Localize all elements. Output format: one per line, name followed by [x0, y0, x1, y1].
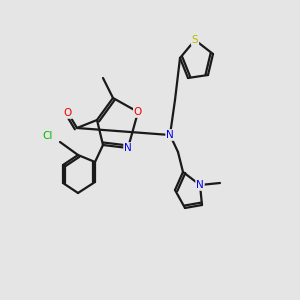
Text: Cl: Cl	[43, 131, 53, 141]
Text: N: N	[124, 143, 132, 153]
Text: S: S	[192, 35, 198, 45]
Text: N: N	[196, 180, 204, 190]
Text: N: N	[166, 130, 174, 140]
Text: O: O	[64, 108, 72, 118]
Text: O: O	[134, 107, 142, 117]
